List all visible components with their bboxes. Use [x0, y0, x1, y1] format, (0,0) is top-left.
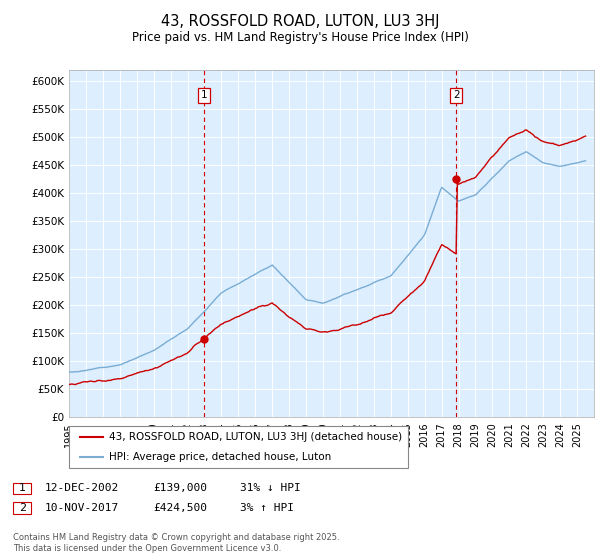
Text: Price paid vs. HM Land Registry's House Price Index (HPI): Price paid vs. HM Land Registry's House …: [131, 31, 469, 44]
Text: 31% ↓ HPI: 31% ↓ HPI: [240, 483, 301, 493]
Text: 43, ROSSFOLD ROAD, LUTON, LU3 3HJ (detached house): 43, ROSSFOLD ROAD, LUTON, LU3 3HJ (detac…: [109, 432, 402, 442]
Text: 43, ROSSFOLD ROAD, LUTON, LU3 3HJ: 43, ROSSFOLD ROAD, LUTON, LU3 3HJ: [161, 14, 439, 29]
Text: 1: 1: [19, 483, 26, 493]
Text: 3% ↑ HPI: 3% ↑ HPI: [240, 503, 294, 513]
Text: 12-DEC-2002: 12-DEC-2002: [45, 483, 119, 493]
Text: 1: 1: [200, 90, 207, 100]
Text: 10-NOV-2017: 10-NOV-2017: [45, 503, 119, 513]
Text: £139,000: £139,000: [153, 483, 207, 493]
Text: £424,500: £424,500: [153, 503, 207, 513]
Text: HPI: Average price, detached house, Luton: HPI: Average price, detached house, Luto…: [109, 452, 331, 462]
Text: 2: 2: [453, 90, 460, 100]
Text: 2: 2: [19, 503, 26, 513]
Text: Contains HM Land Registry data © Crown copyright and database right 2025.
This d: Contains HM Land Registry data © Crown c…: [13, 533, 340, 553]
